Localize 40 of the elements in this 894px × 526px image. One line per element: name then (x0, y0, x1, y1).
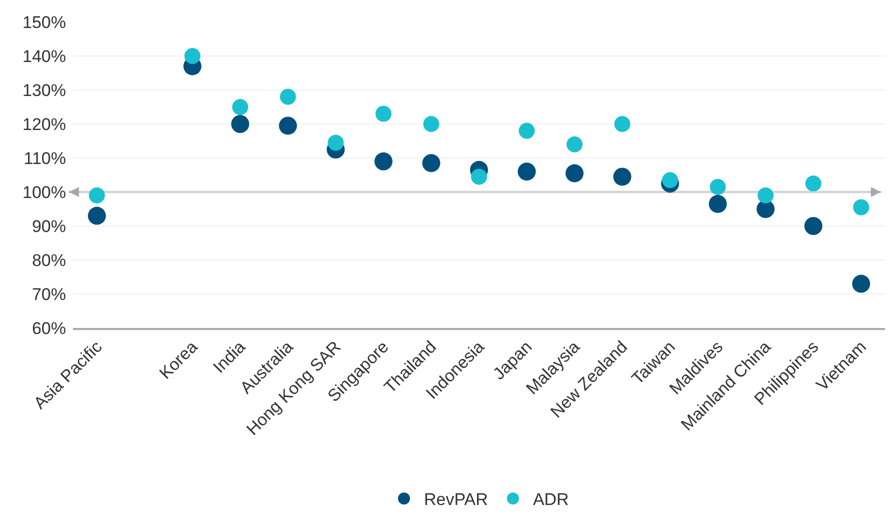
point (614, 116, 630, 132)
y-tick-label: 110% (24, 148, 66, 168)
point (708, 194, 727, 213)
point (88, 206, 106, 225)
point (518, 162, 536, 181)
point (422, 154, 440, 172)
point (518, 122, 535, 139)
point (375, 106, 392, 122)
point (423, 116, 440, 132)
point (374, 152, 392, 170)
legend-label: ADR (532, 490, 569, 510)
y-tick-label: 60% (32, 318, 66, 338)
point (184, 48, 200, 64)
point (278, 116, 297, 135)
point (613, 168, 632, 186)
point (710, 178, 726, 195)
point (756, 200, 775, 218)
y-tick-label: 120% (22, 114, 66, 134)
point (804, 217, 822, 235)
y-tick-label: 130% (22, 80, 66, 100)
point (88, 187, 105, 204)
y-tick-label: 70% (32, 284, 66, 304)
point (853, 199, 870, 216)
point (232, 99, 248, 115)
y-tick-label: 150% (22, 12, 66, 32)
y-tick-label: 90% (32, 216, 66, 236)
point (805, 176, 822, 192)
point (280, 88, 296, 105)
point (852, 274, 870, 293)
y-tick-label: 140% (22, 46, 66, 66)
point (471, 168, 487, 185)
point (566, 164, 584, 182)
y-tick-label: 100% (22, 182, 66, 202)
point (758, 187, 774, 204)
point (328, 134, 344, 151)
point (231, 115, 250, 133)
legend-label: RevPAR (424, 490, 488, 510)
point (662, 172, 678, 188)
y-tick-label: 80% (32, 250, 66, 270)
point (566, 136, 583, 152)
